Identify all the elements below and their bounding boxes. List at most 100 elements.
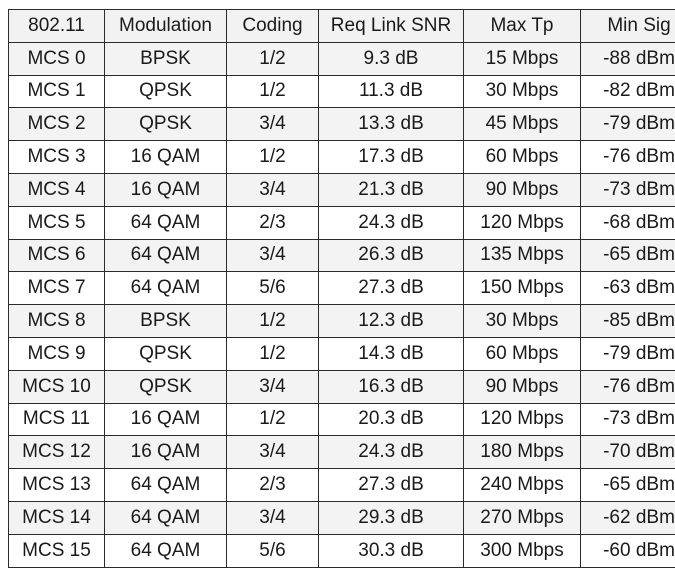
cell-snr: 30.3 dB — [319, 534, 464, 567]
table-row: MCS 14 64 QAM 3/4 29.3 dB 270 Mbps -62 d… — [9, 501, 675, 534]
cell-coding: 1/2 — [227, 305, 319, 338]
table-row: MCS 8 BPSK 1/2 12.3 dB 30 Mbps -85 dBm — [9, 305, 675, 338]
cell-modulation: 64 QAM — [105, 534, 227, 567]
cell-modulation: QPSK — [105, 370, 227, 403]
cell-mcs: MCS 8 — [9, 305, 105, 338]
cell-modulation: 16 QAM — [105, 141, 227, 174]
cell-mcs: MCS 10 — [9, 370, 105, 403]
cell-mcs: MCS 6 — [9, 239, 105, 272]
cell-max-tp: 30 Mbps — [464, 305, 581, 338]
header-min-sig: Min Sig — [581, 10, 675, 43]
cell-coding: 3/4 — [227, 108, 319, 141]
cell-mcs: MCS 2 — [9, 108, 105, 141]
cell-modulation: QPSK — [105, 108, 227, 141]
table-row: MCS 3 16 QAM 1/2 17.3 dB 60 Mbps -76 dBm — [9, 141, 675, 174]
cell-min-sig: -68 dBm — [581, 206, 675, 239]
cell-max-tp: 90 Mbps — [464, 370, 581, 403]
header-max-tp: Max Tp — [464, 10, 581, 43]
cell-min-sig: -76 dBm — [581, 141, 675, 174]
cell-mcs: MCS 4 — [9, 173, 105, 206]
cell-mcs: MCS 13 — [9, 469, 105, 502]
cell-modulation: QPSK — [105, 337, 227, 370]
cell-mcs: MCS 12 — [9, 436, 105, 469]
cell-max-tp: 270 Mbps — [464, 501, 581, 534]
table-row: MCS 0 BPSK 1/2 9.3 dB 15 Mbps -88 dBm — [9, 42, 675, 75]
cell-snr: 12.3 dB — [319, 305, 464, 338]
cell-mcs: MCS 9 — [9, 337, 105, 370]
cell-mcs: MCS 1 — [9, 75, 105, 108]
cell-max-tp: 15 Mbps — [464, 42, 581, 75]
cell-modulation: 16 QAM — [105, 173, 227, 206]
header-modulation: Modulation — [105, 10, 227, 43]
cell-max-tp: 45 Mbps — [464, 108, 581, 141]
table-row: MCS 10 QPSK 3/4 16.3 dB 90 Mbps -76 dBm — [9, 370, 675, 403]
table-row: MCS 7 64 QAM 5/6 27.3 dB 150 Mbps -63 dB… — [9, 272, 675, 305]
cell-snr: 29.3 dB — [319, 501, 464, 534]
cell-mcs: MCS 7 — [9, 272, 105, 305]
cell-modulation: 64 QAM — [105, 469, 227, 502]
cell-max-tp: 180 Mbps — [464, 436, 581, 469]
cell-modulation: 64 QAM — [105, 206, 227, 239]
cell-min-sig: -85 dBm — [581, 305, 675, 338]
header-standard: 802.11 — [9, 10, 105, 43]
cell-coding: 3/4 — [227, 370, 319, 403]
cell-min-sig: -73 dBm — [581, 403, 675, 436]
cell-snr: 20.3 dB — [319, 403, 464, 436]
cell-min-sig: -76 dBm — [581, 370, 675, 403]
cell-coding: 1/2 — [227, 75, 319, 108]
cell-mcs: MCS 0 — [9, 42, 105, 75]
table-row: MCS 12 16 QAM 3/4 24.3 dB 180 Mbps -70 d… — [9, 436, 675, 469]
table-row: MCS 5 64 QAM 2/3 24.3 dB 120 Mbps -68 dB… — [9, 206, 675, 239]
cell-coding: 5/6 — [227, 272, 319, 305]
cell-snr: 27.3 dB — [319, 272, 464, 305]
cell-modulation: 64 QAM — [105, 272, 227, 305]
cell-min-sig: -79 dBm — [581, 337, 675, 370]
cell-modulation: QPSK — [105, 75, 227, 108]
cell-coding: 2/3 — [227, 469, 319, 502]
cell-coding: 1/2 — [227, 141, 319, 174]
cell-coding: 1/2 — [227, 403, 319, 436]
cell-max-tp: 135 Mbps — [464, 239, 581, 272]
cell-snr: 24.3 dB — [319, 436, 464, 469]
cell-coding: 3/4 — [227, 436, 319, 469]
cell-min-sig: -65 dBm — [581, 469, 675, 502]
cell-coding: 3/4 — [227, 173, 319, 206]
cell-mcs: MCS 14 — [9, 501, 105, 534]
cell-max-tp: 120 Mbps — [464, 206, 581, 239]
table-row: MCS 13 64 QAM 2/3 27.3 dB 240 Mbps -65 d… — [9, 469, 675, 502]
cell-snr: 24.3 dB — [319, 206, 464, 239]
cell-max-tp: 90 Mbps — [464, 173, 581, 206]
cell-snr: 26.3 dB — [319, 239, 464, 272]
cell-modulation: BPSK — [105, 42, 227, 75]
cell-min-sig: -73 dBm — [581, 173, 675, 206]
header-req-link-snr: Req Link SNR — [319, 10, 464, 43]
cell-min-sig: -82 dBm — [581, 75, 675, 108]
cell-modulation: 64 QAM — [105, 501, 227, 534]
cell-snr: 17.3 dB — [319, 141, 464, 174]
cell-mcs: MCS 5 — [9, 206, 105, 239]
cell-min-sig: -79 dBm — [581, 108, 675, 141]
cell-coding: 1/2 — [227, 42, 319, 75]
table-row: MCS 11 16 QAM 1/2 20.3 dB 120 Mbps -73 d… — [9, 403, 675, 436]
table-row: MCS 15 64 QAM 5/6 30.3 dB 300 Mbps -60 d… — [9, 534, 675, 567]
cell-max-tp: 60 Mbps — [464, 337, 581, 370]
cell-min-sig: -70 dBm — [581, 436, 675, 469]
table-row: MCS 1 QPSK 1/2 11.3 dB 30 Mbps -82 dBm — [9, 75, 675, 108]
cell-max-tp: 60 Mbps — [464, 141, 581, 174]
cell-coding: 2/3 — [227, 206, 319, 239]
cell-max-tp: 120 Mbps — [464, 403, 581, 436]
cell-coding: 3/4 — [227, 239, 319, 272]
cell-mcs: MCS 3 — [9, 141, 105, 174]
cell-max-tp: 150 Mbps — [464, 272, 581, 305]
cell-mcs: MCS 11 — [9, 403, 105, 436]
header-coding: Coding — [227, 10, 319, 43]
cell-modulation: 64 QAM — [105, 239, 227, 272]
cell-max-tp: 30 Mbps — [464, 75, 581, 108]
mcs-table: 802.11 Modulation Coding Req Link SNR Ma… — [8, 9, 675, 568]
cell-snr: 9.3 dB — [319, 42, 464, 75]
table-header-row: 802.11 Modulation Coding Req Link SNR Ma… — [9, 10, 675, 43]
table-body: MCS 0 BPSK 1/2 9.3 dB 15 Mbps -88 dBm MC… — [9, 42, 675, 567]
cell-snr: 13.3 dB — [319, 108, 464, 141]
cell-coding: 1/2 — [227, 337, 319, 370]
cell-modulation: 16 QAM — [105, 403, 227, 436]
